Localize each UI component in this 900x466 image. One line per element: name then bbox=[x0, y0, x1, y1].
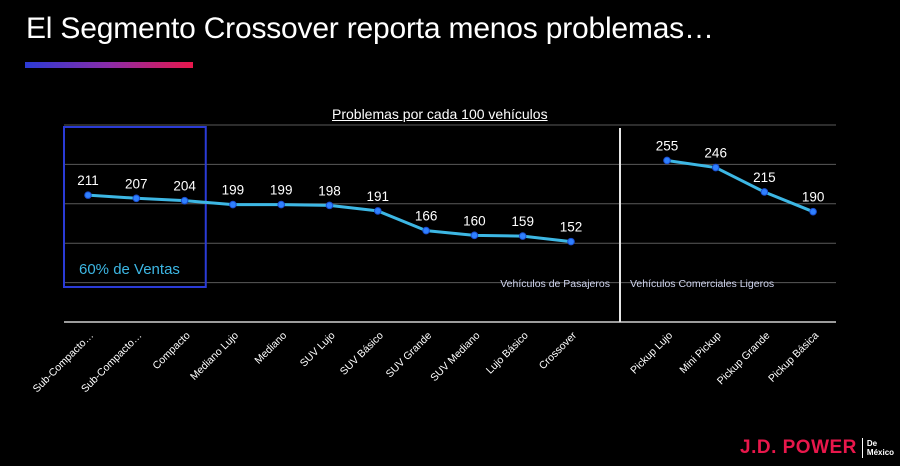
data-point bbox=[374, 207, 382, 215]
data-label: 215 bbox=[753, 170, 776, 185]
data-point bbox=[809, 207, 817, 216]
data-label: 246 bbox=[704, 146, 727, 161]
data-label: 204 bbox=[173, 179, 196, 194]
data-point bbox=[518, 232, 527, 240]
data-point bbox=[470, 231, 479, 240]
group-label-pasajeros: Vehículos de Pasajeros bbox=[500, 278, 610, 290]
logo-sub-1: De bbox=[866, 439, 878, 448]
data-point bbox=[711, 163, 720, 172]
x-tick-label: SUV Mediano bbox=[428, 330, 482, 384]
data-label: 255 bbox=[656, 138, 679, 153]
data-point bbox=[663, 156, 671, 165]
x-tick-label: Compacto bbox=[150, 330, 192, 372]
data-label: 198 bbox=[318, 183, 341, 198]
logo-subtext: De México bbox=[867, 439, 894, 457]
data-label: 152 bbox=[560, 220, 583, 235]
data-label: 160 bbox=[463, 213, 486, 228]
data-point bbox=[277, 200, 286, 209]
logo-sub-2: México bbox=[866, 448, 895, 457]
data-point bbox=[567, 237, 575, 246]
x-tick-label: SUV Grande bbox=[384, 330, 435, 381]
data-point bbox=[760, 188, 769, 196]
accent-bar bbox=[25, 62, 193, 68]
data-point bbox=[84, 191, 92, 199]
x-tick-label: Mediano Lujo bbox=[188, 330, 241, 383]
data-label: 159 bbox=[511, 214, 534, 229]
data-point bbox=[180, 196, 189, 205]
group-label-comerciales: Vehículos Comerciales Ligeros bbox=[630, 278, 774, 290]
data-label: 207 bbox=[125, 176, 148, 191]
data-label: 191 bbox=[367, 189, 390, 204]
x-tick-label: Crossover bbox=[537, 329, 580, 372]
x-tick-label: Mini Pickup bbox=[677, 330, 724, 377]
x-tick-label: Pickup Básica bbox=[766, 330, 821, 385]
highlight-box bbox=[63, 126, 207, 288]
data-point bbox=[229, 200, 237, 209]
data-label: 166 bbox=[415, 209, 438, 224]
logo-text: J.D. POWER bbox=[740, 437, 857, 458]
logo-divider bbox=[861, 438, 863, 458]
x-tick-label: SUV Lujo bbox=[298, 330, 338, 370]
data-point bbox=[132, 194, 141, 203]
series-line-comerciales bbox=[666, 158, 814, 214]
x-tick-label: SUV Básico bbox=[338, 330, 386, 378]
data-label: 211 bbox=[77, 173, 99, 188]
slide-title: El Segmento Crossover reporta menos prob… bbox=[26, 12, 714, 45]
data-point bbox=[422, 226, 430, 235]
x-tick-label: Mediano bbox=[252, 330, 289, 367]
highlight-label: 60% de Ventas bbox=[79, 261, 180, 278]
x-tick-label: Lujo Básico bbox=[484, 330, 531, 377]
data-label: 190 bbox=[802, 190, 825, 205]
x-tick-label: Pickup Lujo bbox=[628, 330, 675, 377]
jd-power-logo: J.D. POWER De México bbox=[740, 437, 894, 459]
chart-title: Problemas por cada 100 vehículos bbox=[332, 106, 548, 122]
data-label: 199 bbox=[222, 183, 245, 198]
data-label: 199 bbox=[270, 183, 293, 198]
data-point bbox=[325, 201, 334, 210]
